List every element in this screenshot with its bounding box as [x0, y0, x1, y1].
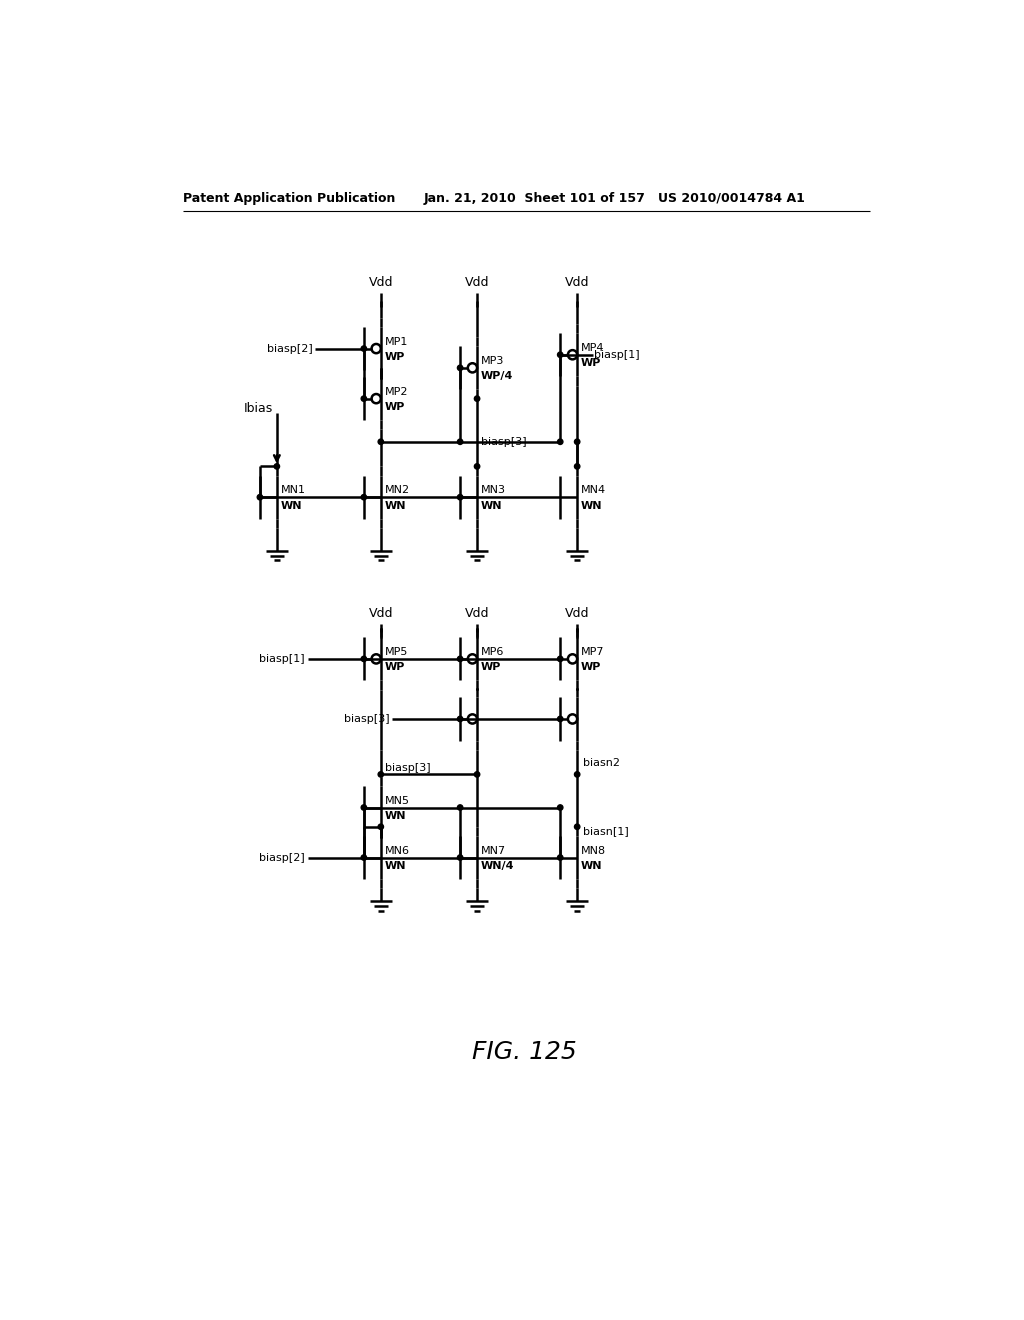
Text: MP2: MP2 [385, 387, 409, 397]
Circle shape [557, 717, 563, 722]
Circle shape [361, 495, 367, 500]
Circle shape [458, 495, 463, 500]
Circle shape [574, 772, 580, 777]
Text: MN7: MN7 [481, 846, 506, 855]
Circle shape [557, 805, 563, 810]
Text: MN6: MN6 [385, 846, 410, 855]
Circle shape [458, 805, 463, 810]
Circle shape [474, 772, 480, 777]
Text: Vdd: Vdd [369, 276, 393, 289]
Text: biasp[1]: biasp[1] [594, 350, 640, 360]
Circle shape [458, 717, 463, 722]
Text: WN: WN [281, 500, 302, 511]
Text: biasn[1]: biasn[1] [584, 825, 629, 836]
Circle shape [378, 824, 384, 829]
Text: Vdd: Vdd [465, 607, 489, 619]
Text: WN/4: WN/4 [481, 861, 514, 871]
Circle shape [361, 656, 367, 661]
Circle shape [474, 463, 480, 469]
Text: biasp[1]: biasp[1] [259, 653, 304, 664]
Circle shape [574, 440, 580, 445]
Text: MP1: MP1 [385, 337, 408, 347]
Text: Patent Application Publication: Patent Application Publication [183, 191, 395, 205]
Text: MN4: MN4 [581, 486, 606, 495]
Text: FIG. 125: FIG. 125 [472, 1040, 578, 1064]
Text: WP: WP [385, 403, 406, 412]
Text: MP6: MP6 [481, 647, 504, 657]
Text: MN1: MN1 [281, 486, 306, 495]
Circle shape [361, 346, 367, 351]
Text: MP5: MP5 [385, 647, 408, 657]
Text: MN2: MN2 [385, 486, 410, 495]
Text: biasp[3]: biasp[3] [481, 437, 526, 446]
Text: WN: WN [385, 810, 407, 821]
Text: Vdd: Vdd [465, 276, 489, 289]
Text: WN: WN [481, 500, 503, 511]
Text: MP4: MP4 [581, 343, 604, 352]
Circle shape [257, 495, 262, 500]
Circle shape [378, 772, 384, 777]
Text: MN5: MN5 [385, 796, 410, 805]
Circle shape [557, 440, 563, 445]
Text: WN: WN [581, 500, 602, 511]
Text: WP: WP [581, 663, 601, 672]
Text: Ibias: Ibias [244, 403, 273, 416]
Circle shape [557, 352, 563, 358]
Circle shape [474, 396, 480, 401]
Text: Vdd: Vdd [565, 276, 590, 289]
Text: biasp[3]: biasp[3] [385, 763, 430, 774]
Circle shape [557, 855, 563, 861]
Text: biasn2: biasn2 [584, 758, 621, 768]
Text: MN8: MN8 [581, 846, 606, 855]
Text: WP/4: WP/4 [481, 371, 513, 381]
Circle shape [378, 440, 384, 445]
Text: WP: WP [581, 358, 601, 368]
Text: MN3: MN3 [481, 486, 506, 495]
Circle shape [361, 396, 367, 401]
Text: Jan. 21, 2010  Sheet 101 of 157   US 2010/0014784 A1: Jan. 21, 2010 Sheet 101 of 157 US 2010/0… [423, 191, 805, 205]
Text: WP: WP [385, 352, 406, 362]
Text: biasp[2]: biasp[2] [259, 853, 304, 862]
Circle shape [458, 366, 463, 371]
Circle shape [458, 855, 463, 861]
Circle shape [557, 656, 563, 661]
Text: WN: WN [385, 861, 407, 871]
Text: MP7: MP7 [581, 647, 604, 657]
Circle shape [574, 824, 580, 829]
Text: WP: WP [481, 663, 502, 672]
Text: WN: WN [581, 861, 602, 871]
Text: Vdd: Vdd [369, 607, 393, 619]
Circle shape [574, 463, 580, 469]
Circle shape [458, 656, 463, 661]
Circle shape [274, 463, 280, 469]
Text: Vdd: Vdd [565, 607, 590, 619]
Text: WN: WN [385, 500, 407, 511]
Text: biasp[2]: biasp[2] [266, 343, 312, 354]
Circle shape [458, 440, 463, 445]
Text: MP3: MP3 [481, 356, 504, 366]
Circle shape [361, 855, 367, 861]
Text: biasp[3]: biasp[3] [344, 714, 389, 723]
Circle shape [361, 805, 367, 810]
Text: WP: WP [385, 663, 406, 672]
